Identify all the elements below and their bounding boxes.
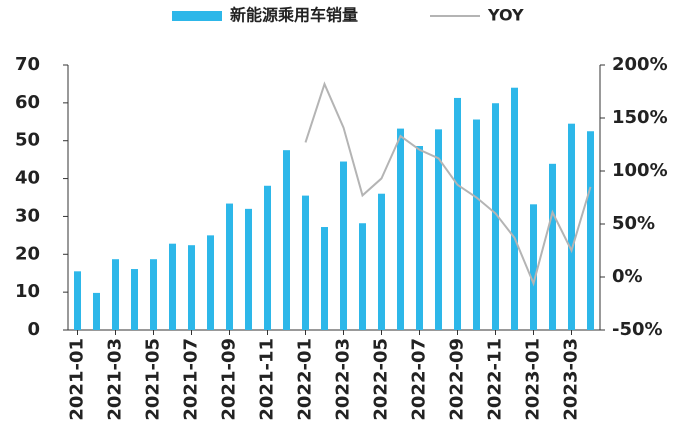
x-tick-label: 2021-03 [105,338,126,421]
bar [454,97,461,330]
bar [283,150,290,330]
bar [74,271,81,330]
legend-label: 新能源乘用车销量 [230,6,358,25]
bar [397,128,404,330]
bar [112,259,119,330]
bar [264,185,271,330]
y-tick-label: 60 [15,92,40,113]
x-tick-label: 2021-07 [181,338,202,421]
y-tick-label: 10 [15,281,40,302]
line [304,81,592,287]
x-tick-label: 2022-03 [333,338,354,421]
y2-tick-label: 150% [612,107,668,128]
bar [188,245,195,330]
bar [473,119,480,330]
y2-tick-label: 0% [612,266,643,287]
x-tick-label: 2021-11 [257,338,278,421]
legend-swatch [172,11,222,21]
bar [568,123,575,330]
legend-label: YOY [487,6,524,25]
y-tick-label: 70 [15,54,40,75]
y-tick-label: 50 [15,130,40,151]
x-tick-label: 2023-03 [561,338,582,421]
x-tick-label: 2022-05 [371,338,392,421]
bar [492,103,499,330]
bar [587,131,594,330]
x-tick-label: 2022-09 [447,338,468,421]
x-tick-label: 2022-11 [485,338,506,421]
y2-tick-label: 100% [612,160,668,181]
y2-tick-label: -50% [612,319,663,340]
bar [302,195,309,330]
bar [549,163,556,330]
x-tick-label: 2021-09 [219,338,240,421]
bar [131,269,138,330]
bar [226,203,233,330]
bar [169,243,176,330]
y-tick-label: 40 [15,168,40,189]
x-tick-label: 2022-07 [409,338,430,421]
x-tick-label: 2022-01 [295,338,316,421]
bar [150,259,157,330]
x-tick-label: 2021-05 [143,338,164,421]
bar [245,208,252,330]
bar [530,204,537,330]
bar [93,292,100,330]
bar [321,227,328,330]
bar [207,235,214,330]
bar [359,223,366,330]
y2-tick-label: 50% [612,213,655,234]
x-tick-label: 2023-01 [523,338,544,421]
x-tick-label: 2021-01 [67,338,88,421]
y-tick-label: 30 [15,205,40,226]
y-tick-label: 0 [27,319,40,340]
bar [416,146,423,330]
y-tick-label: 20 [15,243,40,264]
bar [511,87,518,330]
bar [340,161,347,330]
y2-tick-label: 200% [612,54,668,75]
bar [435,129,442,330]
bar [378,193,385,330]
